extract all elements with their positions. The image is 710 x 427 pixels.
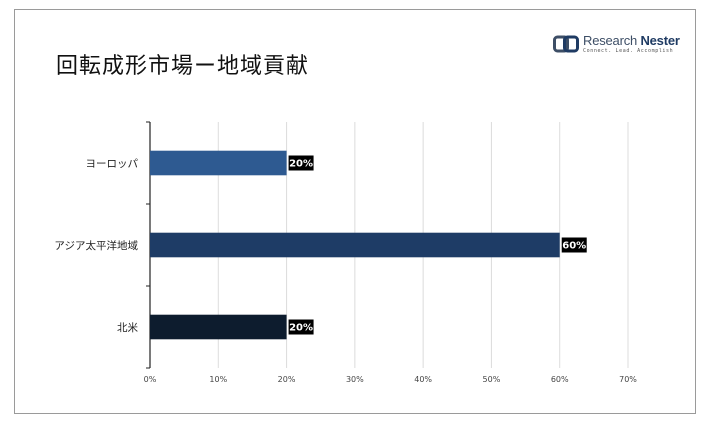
x-tick-label: 20% (278, 375, 296, 384)
x-tick-label: 70% (619, 375, 637, 384)
x-tick-label: 10% (209, 375, 227, 384)
x-tick-label: 0% (144, 375, 157, 384)
category-label: アジア太平洋地域 (54, 239, 138, 252)
bar (150, 232, 560, 258)
data-label: 60% (562, 241, 586, 252)
x-tick-label: 50% (483, 375, 501, 384)
logo-tagline: Connect. Lead. Accomplish (583, 48, 674, 54)
bar (150, 314, 287, 340)
x-tick-label: 60% (551, 375, 569, 384)
data-label-bg (561, 237, 587, 253)
bar (150, 150, 287, 176)
category-label: ヨーロッパ (86, 158, 139, 170)
logo-name: Research Nester (583, 33, 680, 48)
data-label: 20% (289, 323, 313, 334)
category-label: 北米 (117, 321, 138, 334)
brand-logo: Research Nester Connect. Lead. Accomplis… (553, 34, 680, 54)
x-tick-label: 40% (414, 375, 432, 384)
chart-title: 回転成形市場ー地域貢献 (56, 54, 310, 79)
data-label-bg (288, 319, 314, 335)
data-label: 20% (289, 159, 313, 170)
data-label-bg (288, 155, 314, 171)
x-tick-label: 30% (346, 375, 364, 384)
research-nester-logo-icon (553, 35, 579, 53)
